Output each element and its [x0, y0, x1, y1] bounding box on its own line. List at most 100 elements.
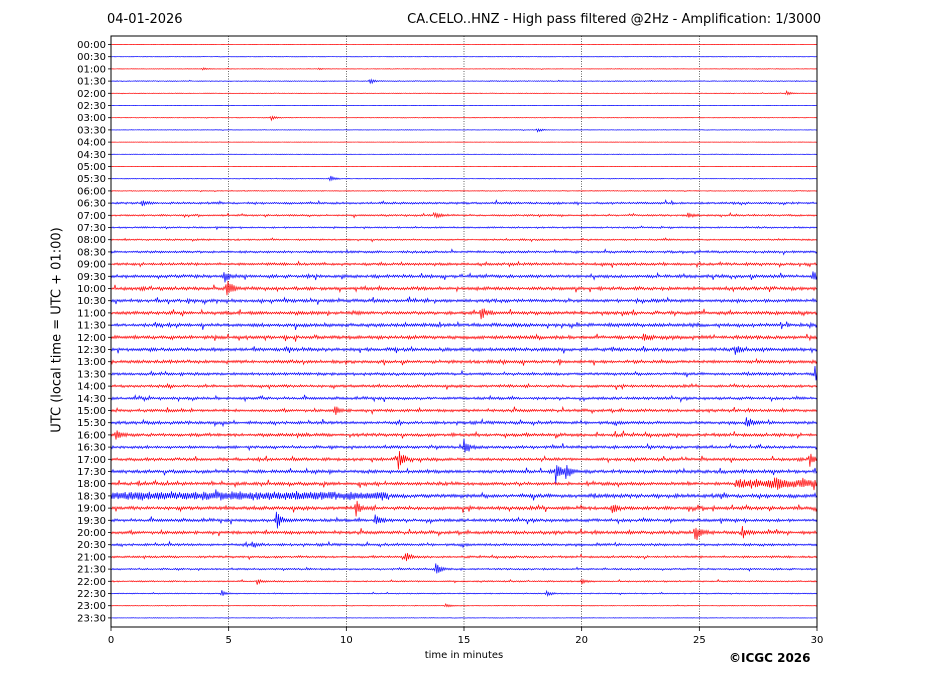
trace-1030: [110, 296, 818, 306]
trace-2130: [110, 563, 818, 574]
x-tick-label: 20: [575, 635, 588, 646]
y-tick-label: 22:30: [77, 589, 106, 600]
date-label: 04-01-2026: [107, 12, 183, 27]
y-tick-label: 18:00: [77, 479, 106, 490]
y-tick-label: 13:00: [77, 357, 106, 368]
trace-1330: [110, 366, 818, 381]
trace-1630: [110, 438, 818, 453]
y-tick-label: 01:00: [77, 64, 106, 75]
y-tick-label: 05:30: [77, 174, 106, 185]
y-tick-label: 11:30: [77, 321, 106, 332]
trace-2100: [110, 553, 818, 562]
trace-0300: [110, 115, 818, 122]
y-tick-label: 07:30: [77, 223, 106, 234]
trace-1730: [110, 464, 818, 484]
y-tick-label: 04:00: [77, 138, 106, 149]
y-tick-label: 08:00: [77, 235, 106, 246]
trace-0330: [110, 128, 818, 133]
trace-0430: [110, 153, 818, 156]
x-tick-label: 30: [811, 635, 824, 646]
y-tick-label: 20:30: [77, 540, 106, 551]
y-tick-label: 12:30: [77, 345, 106, 356]
trace-0830: [110, 248, 818, 256]
trace-1830: [110, 489, 818, 501]
trace-1300: [110, 357, 818, 366]
y-tick-label: 05:00: [77, 162, 106, 173]
trace-0900: [110, 260, 818, 269]
trace-0930: [110, 271, 818, 283]
y-tick-label: 00:30: [77, 52, 106, 63]
y-tick-label: 09:00: [77, 260, 106, 271]
y-tick-label: 10:30: [77, 296, 106, 307]
y-tick-label: 06:00: [77, 186, 106, 197]
y-tick-label: 02:00: [77, 89, 106, 100]
trace-1700: [110, 450, 818, 470]
y-tick-label: 03:30: [77, 125, 106, 136]
y-tick-label: 01:30: [77, 77, 106, 88]
y-tick-label: 21:00: [77, 552, 106, 563]
trace-1230: [110, 345, 818, 355]
y-tick-label: 14:30: [77, 394, 106, 405]
trace-0200: [110, 89, 818, 96]
y-tick-label: 16:00: [77, 430, 106, 441]
x-tick-label: 10: [340, 635, 353, 646]
x-tick-label: 0: [108, 635, 114, 646]
copyright-credit: ©ICGC 2026: [729, 651, 811, 665]
trace-0100: [110, 67, 818, 71]
trace-2200: [110, 578, 818, 585]
x-tick-label: 5: [225, 635, 231, 646]
trace-1000: [110, 280, 818, 296]
y-tick-label: 10:00: [77, 284, 106, 295]
y-tick-label: 04:30: [77, 150, 106, 161]
trace-0230: [110, 104, 818, 107]
y-tick-label: 16:30: [77, 443, 106, 454]
trace-1930: [110, 511, 818, 529]
x-tick-label: 25: [693, 635, 706, 646]
trace-2330: [110, 617, 818, 619]
x-tick-label: 15: [458, 635, 471, 646]
y-tick-label: 23:00: [77, 601, 106, 612]
y-tick-label: 23:30: [77, 613, 106, 624]
trace-0530: [110, 175, 818, 182]
y-tick-label: 19:00: [77, 504, 106, 515]
chart-title: CA.CELO..HNZ - High pass filtered @2Hz -…: [407, 12, 821, 27]
y-tick-label: 11:00: [77, 308, 106, 319]
y-tick-label: 21:30: [77, 565, 106, 576]
trace-0800: [110, 237, 818, 243]
trace-0600: [110, 189, 818, 193]
y-tick-label: 03:00: [77, 113, 106, 124]
y-tick-label: 12:00: [77, 333, 106, 344]
trace-1600: [110, 430, 818, 440]
trace-1200: [110, 333, 818, 342]
y-tick-label: 15:00: [77, 406, 106, 417]
trace-2230: [110, 589, 818, 597]
trace-1900: [110, 500, 818, 517]
trace-1800: [110, 477, 818, 491]
trace-2300: [110, 602, 818, 608]
trace-0630: [110, 198, 818, 207]
trace-0030: [110, 56, 818, 58]
trace-1530: [110, 417, 818, 428]
trace-1130: [110, 320, 818, 330]
y-tick-label: 18:30: [77, 491, 106, 502]
trace-2030: [110, 540, 818, 549]
y-tick-label: 02:30: [77, 101, 106, 112]
y-tick-label: 17:30: [77, 467, 106, 478]
y-tick-label: 14:00: [77, 382, 106, 393]
trace-2000: [110, 526, 818, 541]
x-axis-label: time in minutes: [424, 650, 504, 661]
trace-0130: [110, 78, 818, 85]
trace-1430: [110, 394, 818, 404]
y-tick-label: 00:00: [77, 40, 106, 51]
y-tick-label: 19:30: [77, 516, 106, 527]
y-tick-label: 07:00: [77, 211, 106, 222]
y-tick-label: 09:30: [77, 272, 106, 283]
y-tick-label: 22:00: [77, 577, 106, 588]
trace-1400: [110, 382, 818, 391]
y-tick-label: 06:30: [77, 199, 106, 210]
y-tick-label: 15:30: [77, 418, 106, 429]
y-tick-label: 08:30: [77, 247, 106, 258]
y-tick-label: 13:30: [77, 369, 106, 380]
